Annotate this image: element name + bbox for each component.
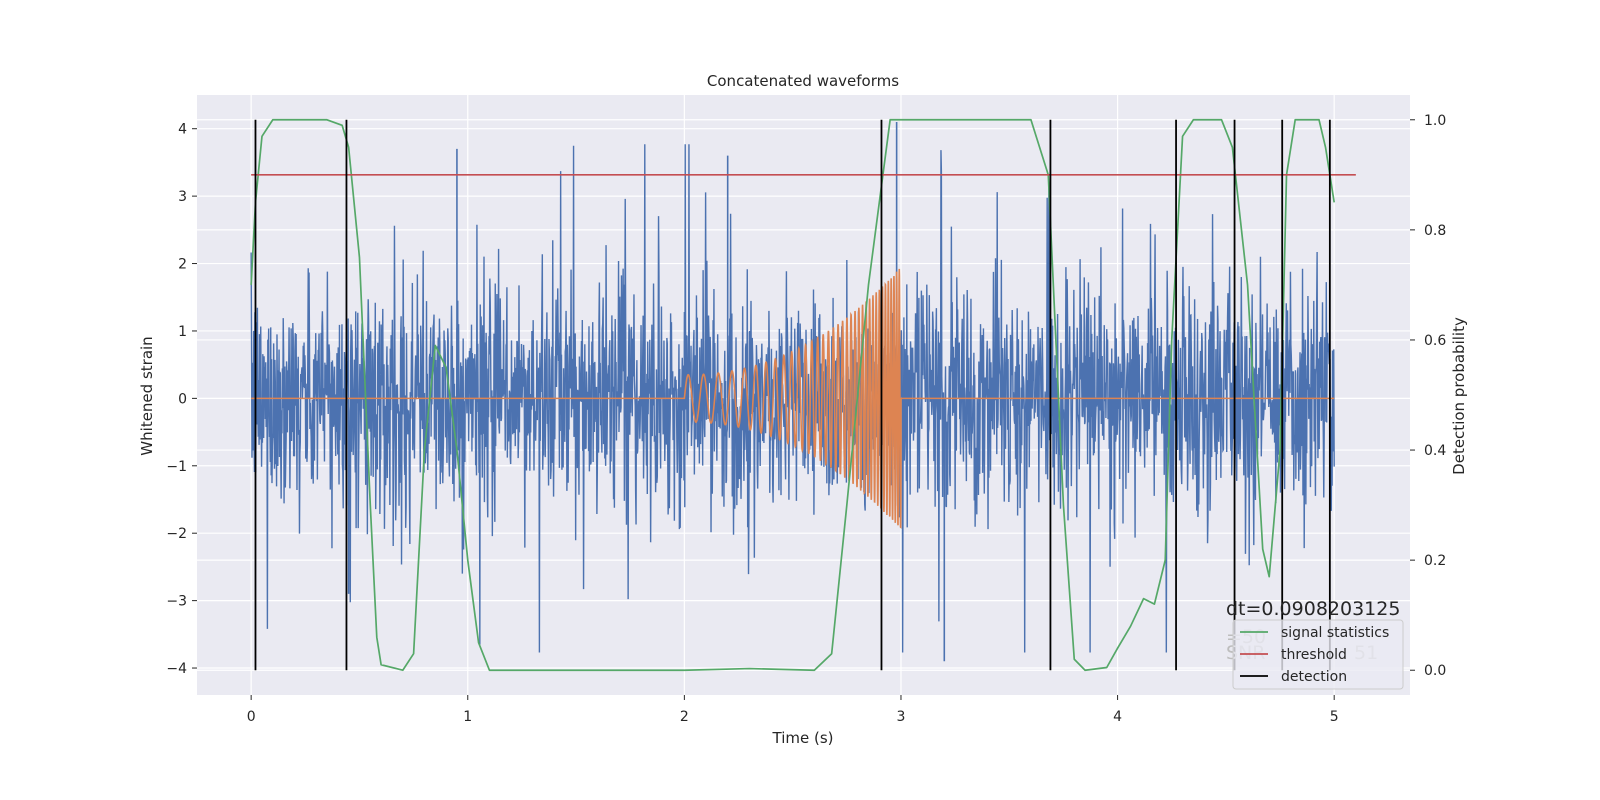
y2-tick-label: 0.2 [1424, 553, 1446, 569]
y2-tick-label: 1.0 [1424, 113, 1446, 129]
x-tick-label: 3 [897, 709, 906, 725]
y2-axis-label: Detection probability [1450, 317, 1468, 475]
waveform-chart: Concatenated waveforms 0 1 2 3 4 5 −4 −3 −2 −1 0 1 2… [0, 0, 1600, 800]
y-tick-label: −1 [166, 459, 187, 475]
x-tick-label: 4 [1113, 709, 1122, 725]
annotation-dt: dt=0.0908203125 [1226, 598, 1400, 620]
y2-tick-label: 0.4 [1424, 443, 1446, 459]
y2-tick-label: 0.0 [1424, 663, 1446, 679]
x-axis-label: Time (s) [772, 729, 834, 747]
legend-label-threshold: threshold [1281, 647, 1347, 663]
x-tick-label: 5 [1330, 709, 1339, 725]
y-tick-label: −4 [166, 661, 187, 677]
x-tick-label: 0 [247, 709, 256, 725]
y-tick-label: −2 [166, 526, 187, 542]
y-tick-label: −3 [166, 594, 187, 610]
y-axis-label: Whitened strain [138, 336, 156, 455]
y2-tick-label: 0.8 [1424, 223, 1446, 239]
x-tick-label: 2 [680, 709, 689, 725]
y-tick-label: 2 [178, 257, 187, 273]
legend-label-detection: detection [1281, 669, 1347, 685]
chart-title: Concatenated waveforms [707, 72, 899, 90]
y-tick-label: 0 [178, 391, 187, 407]
y-tick-label: 3 [178, 189, 187, 205]
legend: signal statistics threshold detection [1233, 620, 1403, 689]
y-tick-label: 4 [178, 122, 187, 138]
y2-tick-label: 0.6 [1424, 333, 1446, 349]
legend-label-signal: signal statistics [1281, 625, 1389, 641]
y-tick-label: 1 [178, 324, 187, 340]
x-tick-label: 1 [463, 709, 472, 725]
